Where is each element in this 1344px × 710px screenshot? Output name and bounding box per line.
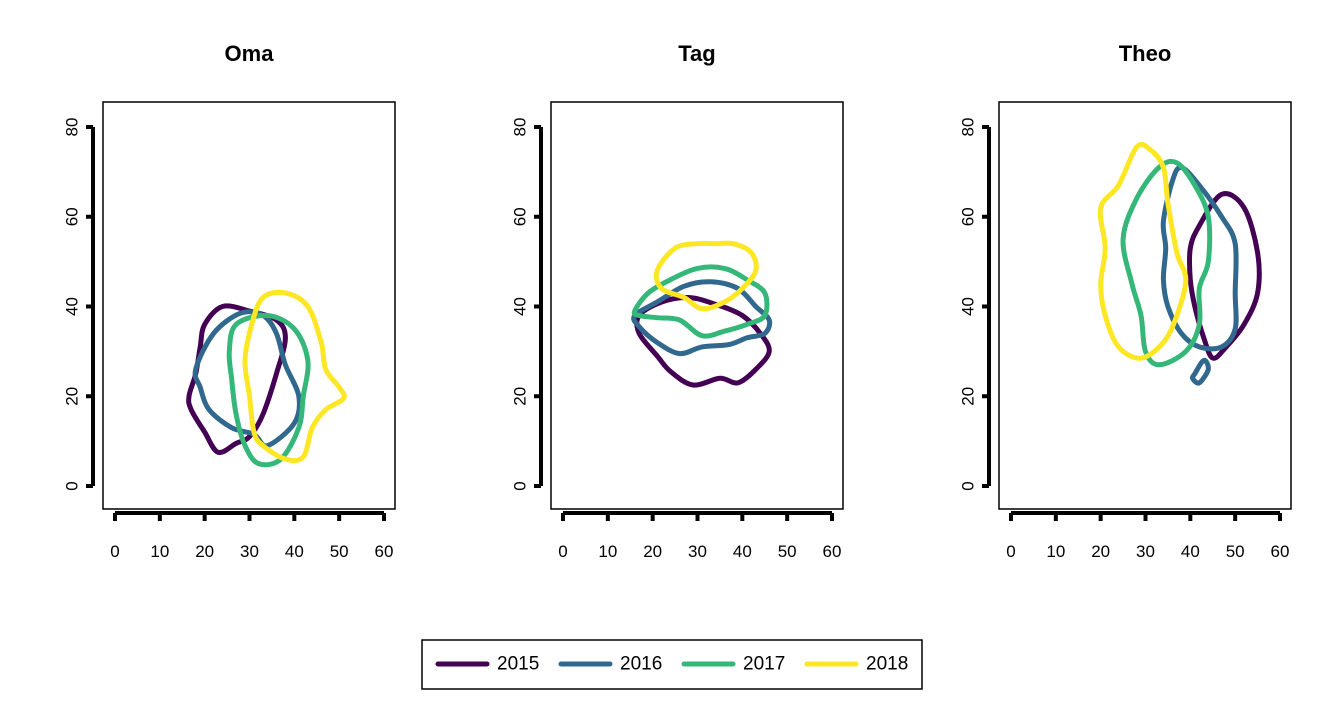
- legend-items: 2015 2016 2017 2018: [435, 654, 908, 675]
- y-tick-label: 20: [959, 387, 978, 406]
- x-tick-label: 50: [778, 542, 797, 561]
- contour-2015: [634, 294, 772, 388]
- x-axis: 0 10 20 30 40 50 60: [558, 511, 842, 561]
- x-tick-label: 60: [375, 542, 394, 561]
- legend-label: 2015: [497, 654, 539, 675]
- x-tick-label: 40: [1181, 542, 1200, 561]
- contour-2018: [1097, 141, 1189, 361]
- panels: Oma 0 10 20 30 40 50 60 0 20 40 60 80 Tag 0 10 20 30 40 50 6…: [63, 41, 1292, 561]
- x-tick-label: 0: [558, 542, 567, 561]
- y-tick-label: 80: [63, 118, 82, 137]
- panel-title: Tag: [678, 41, 715, 66]
- y-tick-label: 40: [63, 297, 82, 316]
- x-tick-label: 60: [1271, 542, 1290, 561]
- panel-theo: Theo 0 10 20 30 40 50 60 0 20 40 60 80: [959, 41, 1292, 561]
- y-tick-label: 60: [63, 207, 82, 226]
- y-tick-label: 0: [959, 481, 978, 490]
- legend-label: 2017: [743, 654, 785, 675]
- y-axis: 0 20 40 60 80: [959, 118, 991, 491]
- y-axis: 0 20 40 60 80: [511, 118, 543, 491]
- x-tick-label: 10: [1046, 542, 1065, 561]
- y-tick-label: 60: [959, 207, 978, 226]
- y-tick-label: 80: [511, 118, 530, 137]
- x-axis: 0 10 20 30 40 50 60: [110, 511, 394, 561]
- x-tick-label: 50: [330, 542, 349, 561]
- legend-label: 2018: [866, 654, 908, 675]
- y-tick-label: 20: [511, 387, 530, 406]
- x-tick-label: 30: [1136, 542, 1155, 561]
- y-tick-label: 20: [63, 387, 82, 406]
- x-tick-label: 40: [733, 542, 752, 561]
- plot-frame: [998, 101, 1292, 510]
- y-tick-label: 0: [511, 481, 530, 490]
- plot-frame: [550, 101, 844, 510]
- legend-item-2017: 2017: [681, 654, 785, 675]
- x-tick-label: 20: [1091, 542, 1110, 561]
- series-group: [186, 289, 347, 468]
- y-tick-label: 0: [63, 481, 82, 490]
- x-tick-label: 30: [240, 542, 259, 561]
- y-tick-label: 40: [511, 297, 530, 316]
- contour-2016b: [1189, 357, 1211, 386]
- legend-item-2016: 2016: [558, 654, 662, 675]
- x-tick-label: 0: [1006, 542, 1015, 561]
- x-tick-label: 10: [598, 542, 617, 561]
- x-tick-label: 40: [285, 542, 304, 561]
- y-tick-label: 40: [959, 297, 978, 316]
- x-axis: 0 10 20 30 40 50 60: [1006, 511, 1290, 561]
- y-axis: 0 20 40 60 80: [63, 118, 95, 491]
- series-group: [631, 240, 773, 388]
- legend-label: 2016: [620, 654, 662, 675]
- legend-item-2018: 2018: [804, 654, 908, 675]
- contour-2018: [653, 240, 759, 312]
- x-tick-label: 60: [823, 542, 842, 561]
- x-tick-label: 50: [1226, 542, 1245, 561]
- legend-item-2015: 2015: [435, 654, 539, 675]
- panel-title: Oma: [225, 41, 275, 66]
- x-tick-label: 20: [195, 542, 214, 561]
- contour-2018: [242, 289, 347, 464]
- x-tick-label: 20: [643, 542, 662, 561]
- contour-2017: [1120, 158, 1213, 368]
- x-tick-label: 0: [110, 542, 119, 561]
- plot-frame: [102, 101, 396, 510]
- y-tick-label: 60: [511, 207, 530, 226]
- panel-tag: Tag 0 10 20 30 40 50 60 0 20 40 60 80: [511, 41, 844, 561]
- panel-oma: Oma 0 10 20 30 40 50 60 0 20 40 60 80: [63, 41, 396, 561]
- x-tick-label: 30: [688, 542, 707, 561]
- y-tick-label: 80: [959, 118, 978, 137]
- contour-2016: [631, 279, 773, 357]
- series-group: [1097, 141, 1262, 386]
- x-tick-label: 10: [150, 542, 169, 561]
- legend: 2015 2016 2017 2018: [421, 639, 923, 690]
- contour-2017: [631, 264, 770, 339]
- panel-title: Theo: [1119, 41, 1172, 66]
